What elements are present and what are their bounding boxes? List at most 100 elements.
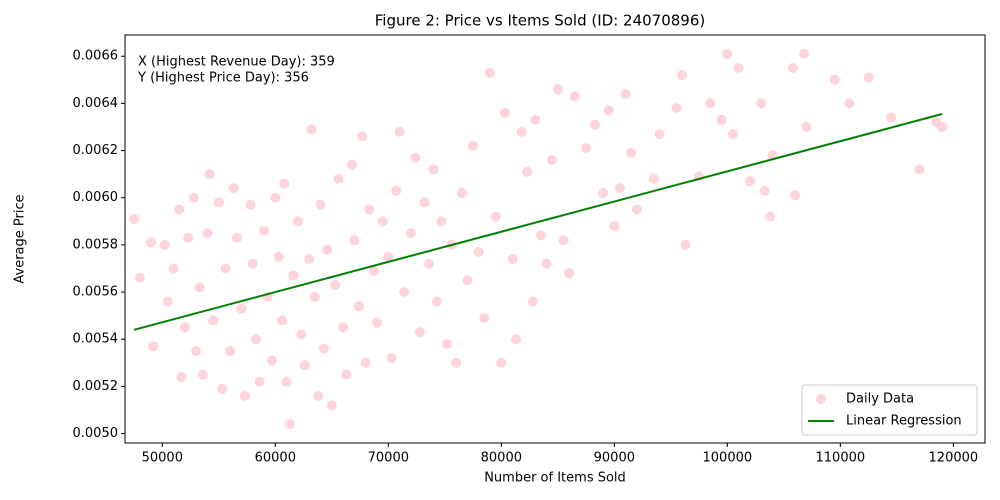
data-point: [569, 91, 580, 102]
x-axis-label: Number of Items Sold: [484, 471, 626, 486]
data-point: [423, 258, 434, 269]
data-point: [279, 178, 290, 189]
data-point: [620, 88, 631, 99]
data-point: [456, 188, 467, 199]
data-point: [829, 74, 840, 85]
data-point: [844, 98, 855, 109]
data-point: [330, 279, 341, 290]
y-tick-label: 0.0052: [73, 379, 119, 394]
data-point: [159, 239, 170, 250]
data-point: [360, 357, 371, 368]
data-point: [372, 317, 383, 328]
data-point: [490, 211, 501, 222]
legend-label: Linear Regression: [846, 414, 962, 429]
data-point: [347, 159, 358, 170]
data-point: [148, 341, 159, 352]
data-point: [677, 70, 688, 81]
data-point: [759, 185, 770, 196]
regression-line: [133, 113, 943, 331]
data-point: [213, 197, 224, 208]
x-tick-label: 100000: [703, 451, 753, 466]
data-point: [194, 282, 205, 293]
data-point: [168, 263, 179, 274]
data-point: [722, 48, 733, 59]
x-tick-label: 50000: [142, 451, 183, 466]
data-point: [134, 272, 145, 283]
data-point: [473, 246, 484, 257]
data-point: [431, 296, 442, 307]
data-point: [145, 237, 156, 248]
data-point: [254, 376, 265, 387]
data-point: [277, 315, 288, 326]
data-point: [162, 296, 173, 307]
data-point: [288, 270, 299, 281]
data-point: [247, 258, 258, 269]
legend-marker: [816, 394, 826, 404]
data-point: [386, 353, 397, 364]
data-point: [462, 275, 473, 286]
data-point: [603, 105, 614, 116]
data-point: [217, 383, 228, 394]
data-point: [304, 254, 315, 265]
data-point: [399, 287, 410, 298]
data-point: [377, 216, 388, 227]
data-point: [410, 152, 421, 163]
data-point: [705, 98, 716, 109]
data-point: [208, 315, 219, 326]
data-point: [239, 390, 250, 401]
data-point: [220, 263, 231, 274]
data-point: [648, 173, 659, 184]
data-point: [299, 360, 310, 371]
data-point: [322, 244, 333, 255]
data-point: [787, 63, 798, 74]
data-point: [338, 322, 349, 333]
data-point: [511, 334, 522, 345]
x-tick-label: 110000: [816, 451, 866, 466]
data-point: [790, 190, 801, 201]
data-point: [733, 63, 744, 74]
data-point: [245, 199, 256, 210]
x-tick-label: 60000: [255, 451, 296, 466]
data-point: [202, 228, 213, 239]
data-point: [428, 164, 439, 175]
data-point: [353, 301, 364, 312]
data-point: [716, 114, 727, 125]
data-point: [129, 213, 140, 224]
data-point: [309, 291, 320, 302]
data-point: [191, 346, 202, 357]
data-point: [937, 121, 948, 132]
y-tick-label: 0.0056: [73, 285, 119, 300]
annotation: Y (Highest Price Day): 356: [137, 71, 309, 86]
data-point: [590, 119, 601, 130]
data-point: [765, 211, 776, 222]
legend-label: Daily Data: [846, 392, 914, 407]
data-point: [284, 419, 295, 430]
data-point: [183, 232, 194, 243]
data-point: [188, 192, 199, 203]
data-point: [671, 103, 682, 114]
data-point: [315, 199, 326, 210]
data-point: [598, 188, 609, 199]
data-point: [383, 251, 394, 262]
y-tick-label: 0.0060: [73, 190, 119, 205]
y-tick-label: 0.0058: [73, 237, 119, 252]
y-axis-label: Average Price: [13, 194, 28, 283]
data-point: [225, 346, 236, 357]
data-point: [914, 164, 925, 175]
data-point: [174, 204, 185, 215]
data-point: [273, 251, 284, 262]
data-point: [516, 126, 527, 137]
data-point: [442, 338, 453, 349]
y-tick-label: 0.0062: [73, 143, 119, 158]
data-point: [631, 204, 642, 215]
data-point: [680, 239, 691, 250]
data-point: [541, 258, 552, 269]
data-point: [496, 357, 507, 368]
data-point: [349, 235, 360, 246]
x-tick-label: 120000: [929, 451, 979, 466]
data-point: [405, 228, 416, 239]
data-point: [468, 140, 479, 151]
data-point: [266, 355, 277, 366]
data-point: [326, 400, 337, 411]
